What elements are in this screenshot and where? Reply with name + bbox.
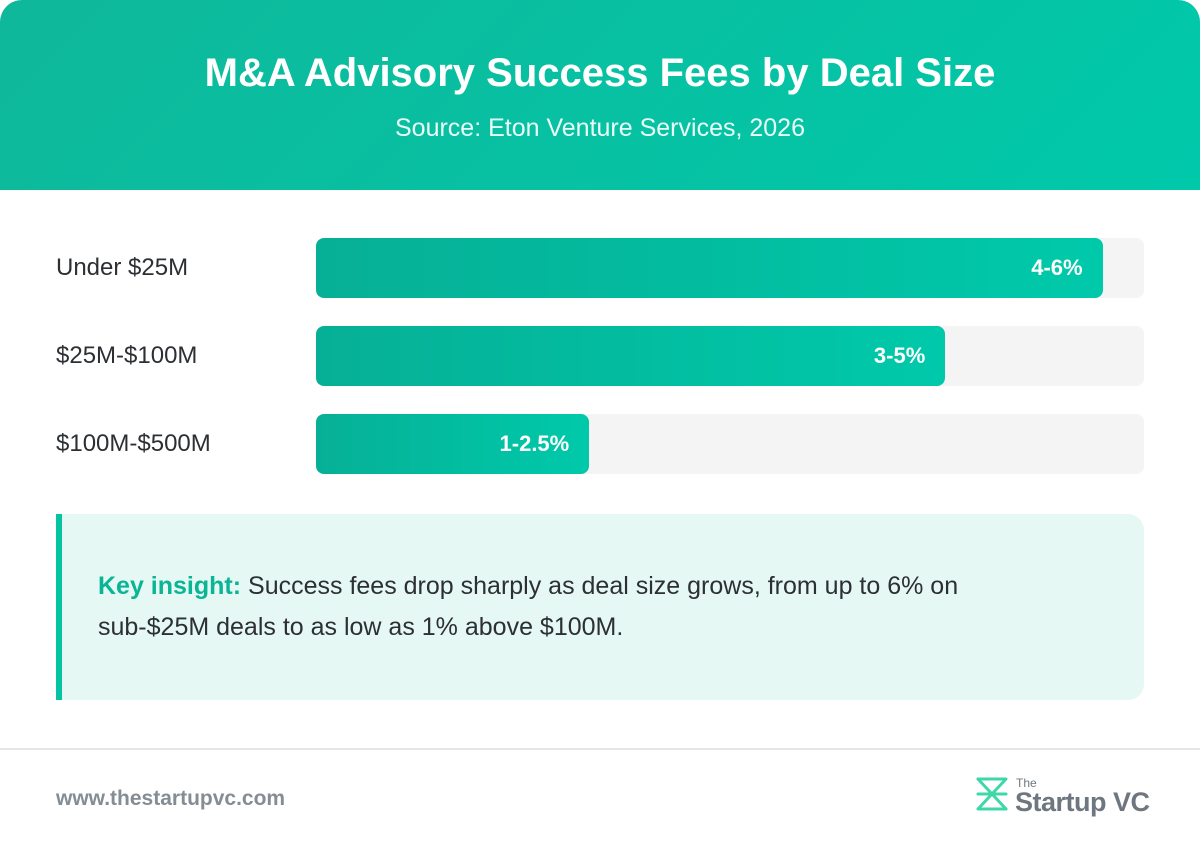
category-label: Under $25M — [56, 254, 189, 281]
category-label: $25M-$100M — [56, 342, 198, 369]
startupvc-logo-icon — [975, 776, 1009, 817]
bar-value-label: 3-5% — [873, 343, 926, 368]
bar-fill: 4-6% — [316, 238, 1103, 298]
bar-row: $25M-$100M 3-5% — [56, 326, 1144, 386]
logo-the-text: The — [1016, 776, 1037, 790]
website-link[interactable]: www.thestartupvc.com — [56, 787, 286, 810]
insight-label: Key insight: — [98, 572, 242, 600]
footer-divider — [0, 748, 1200, 750]
bar-fill: 1-2.5% — [316, 414, 590, 474]
bar-track: 1-2.5% — [316, 414, 1144, 474]
bar-track: 4-6% — [316, 238, 1144, 298]
page-title: M&A Advisory Success Fees by Deal Size — [204, 51, 996, 95]
insight-text: Key insight: Success fees drop sharply a… — [98, 566, 1038, 648]
bar-value-label: 4-6% — [1031, 255, 1083, 280]
bar-track: 3-5% — [316, 326, 1144, 386]
category-label: $100M-$500M — [56, 430, 211, 457]
bar-row: Under $25M 4-6% — [56, 238, 1144, 298]
source-subtitle: Source: Eton Venture Services, 2026 — [395, 114, 805, 142]
startupvc-logo[interactable]: The Startup VC — [975, 776, 1150, 820]
header-banner: M&A Advisory Success Fees by Deal Size S… — [0, 0, 1200, 190]
bar-row: $100M-$500M 1-2.5% — [56, 414, 1144, 474]
logo-brand-text: Startup VC — [1015, 787, 1150, 817]
bar-value-label: 1-2.5% — [499, 431, 570, 456]
insight-box: Key insight: Success fees drop sharply a… — [56, 514, 1144, 700]
insight-body: Success fees drop sharply as deal size g… — [98, 572, 959, 641]
bar-fill: 3-5% — [316, 326, 946, 386]
